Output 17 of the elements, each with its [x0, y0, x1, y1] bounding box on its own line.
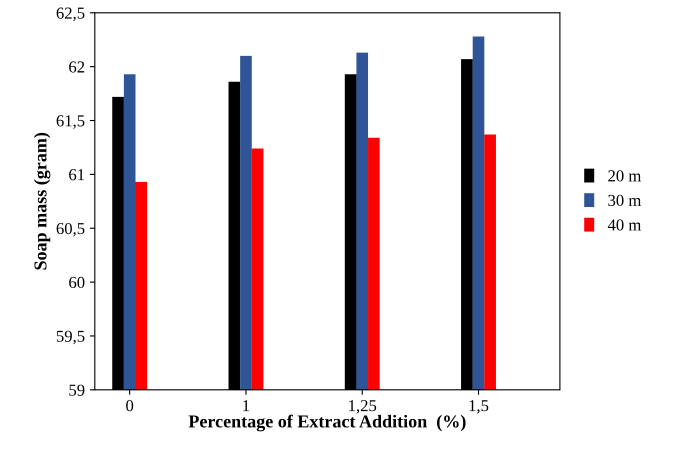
y-tick-label: 62,5 — [56, 8, 84, 22]
x-tick-label: 1 — [243, 400, 250, 412]
y-tick-label: 62 — [69, 61, 84, 73]
y-tick-label: 59 — [69, 384, 84, 396]
y-tick-label: 60 — [69, 276, 84, 288]
legend-label: 20 m — [608, 170, 642, 182]
legend-label: 30 m — [608, 194, 642, 206]
x-tick-label: 0 — [126, 400, 134, 412]
y-axis-title: Soap mass (gram) — [34, 132, 50, 270]
y-tick-label: 61,5 — [56, 115, 84, 129]
x-tick-label: 1,5 — [470, 400, 488, 414]
y-tick-label: 59,5 — [56, 330, 84, 344]
y-tick-label: 61 — [69, 169, 84, 180]
y-tick-label: 60,5 — [56, 222, 84, 237]
x-axis-title: Percentage of Extract Addition (%) — [188, 414, 466, 432]
x-tick-label: 1,25 — [349, 400, 376, 414]
legend-label: 40 m — [608, 219, 642, 231]
